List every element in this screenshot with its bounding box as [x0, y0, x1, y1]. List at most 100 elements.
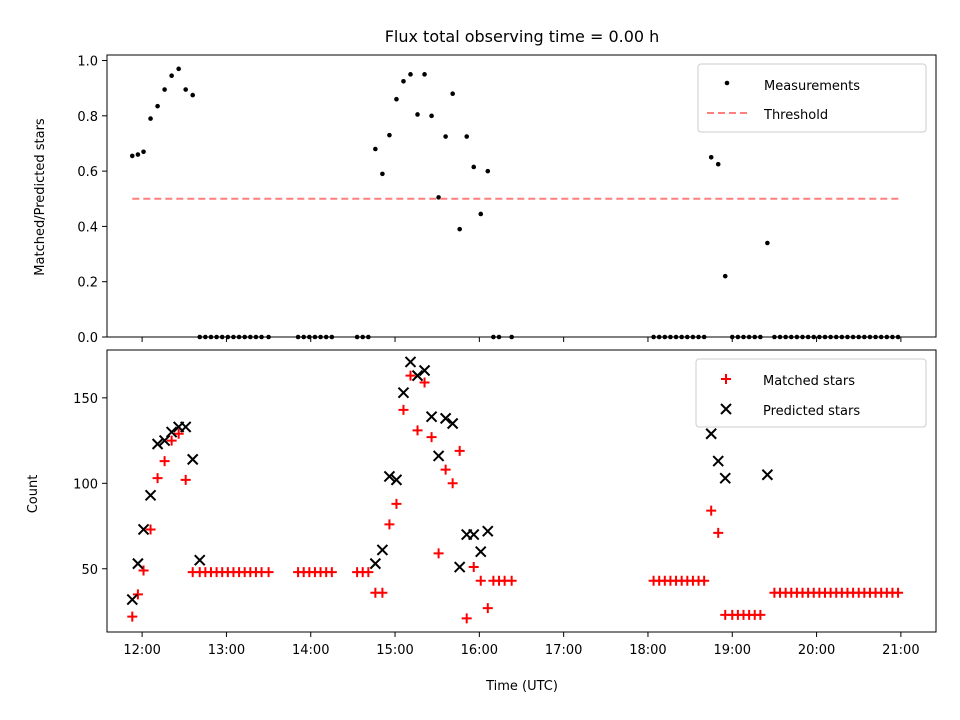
ratio-y-ticks: 0.0 0.2 0.4 0.6 0.8 1.0 [77, 55, 107, 346]
matched-star-point [173, 428, 184, 439]
matched-star-point [180, 474, 191, 485]
y-tick-label: 150 [73, 392, 98, 407]
legend-matched-marker [721, 374, 731, 384]
predicted-star-point [179, 421, 192, 433]
y-tick-label: 0.8 [77, 110, 98, 125]
ratio-plot: 0.0 0.2 0.4 0.6 0.8 1.0 Matched/Predicted sta… [33, 54, 937, 346]
measurement-point [722, 273, 728, 279]
matched-star-point [706, 505, 717, 516]
legend-measurements-label: Measurements [764, 79, 860, 94]
measurement-point [148, 116, 153, 121]
legend-measurements-marker [724, 80, 730, 86]
measurement-point [443, 134, 448, 139]
matched-star-point [433, 548, 444, 559]
ratio-x-ticks [141, 337, 902, 342]
matched-star-point [482, 603, 493, 614]
ratio-plot-frame [106, 54, 937, 338]
measurement-point [408, 72, 413, 77]
measurement-point [471, 164, 477, 170]
predicted-star-point [165, 426, 178, 438]
predicted-star-point [369, 557, 382, 570]
predicted-star-point [475, 545, 487, 558]
measurement-point [765, 240, 770, 246]
y-tick-label: 0.4 [77, 220, 98, 235]
matched-star-point [699, 575, 710, 586]
matched-star-point [398, 404, 409, 415]
y-tick-label: 0.6 [77, 165, 98, 180]
predicted-star-point [376, 544, 389, 556]
x-axis-label: Time (UTC) [485, 679, 558, 694]
measurement-point [162, 87, 167, 92]
count-legend: Matched stars Predicted stars [695, 358, 927, 428]
count-legend-box [695, 358, 927, 428]
predicted-star-point [194, 554, 206, 566]
measurement-point [176, 66, 181, 72]
measurement-point [387, 132, 392, 138]
legend-predicted-marker [720, 403, 732, 415]
matched-star-point [363, 567, 374, 578]
predicted-star-point [761, 469, 774, 481]
measurement-point [422, 72, 427, 77]
matched-star-point [755, 609, 766, 620]
x-tick-label: 19:00 [714, 643, 751, 658]
predicted-star-point [411, 369, 424, 382]
matched-star-point [391, 498, 402, 509]
x-tick-label: 14:00 [292, 643, 329, 658]
y-tick-label: 100 [73, 477, 98, 492]
predicted-star-point [151, 438, 164, 450]
matched-star-point [159, 456, 170, 467]
measurement-point [401, 78, 406, 84]
matched-star-point [468, 562, 479, 573]
predicted-star-point [158, 434, 171, 447]
y-tick-label: 0.0 [77, 331, 98, 346]
chart-title: Flux total observing time = 0.00 h [385, 27, 660, 46]
y-tick-label: 50 [81, 563, 98, 578]
measurement-point [478, 211, 484, 217]
predicted-star-point [132, 557, 144, 570]
legend-predicted-x [720, 403, 732, 415]
predicted-star-point [439, 412, 452, 425]
matched-star-point [447, 478, 458, 489]
x-tick-label: 17:00 [545, 643, 582, 658]
legend-threshold-label: Threshold [763, 108, 828, 123]
predicted-star-point [712, 455, 724, 467]
matched-star-point [454, 445, 465, 456]
matched-star-point [152, 473, 163, 484]
measurement-point [429, 113, 434, 119]
measurement-point [415, 112, 420, 117]
matched-star-point [461, 613, 472, 624]
ratio-legend: Measurements Threshold [697, 63, 927, 133]
predicted-star-point [425, 410, 438, 423]
y-tick-label: 1.0 [77, 55, 98, 70]
x-tick-label: 13:00 [208, 643, 245, 658]
measurement-point [129, 153, 135, 159]
measurement-point [183, 87, 188, 92]
matched-star-point [405, 370, 416, 381]
measurement-point [373, 146, 378, 152]
predicted-star-point [453, 561, 466, 573]
measurement-point [155, 103, 160, 109]
legend-matched-label: Matched stars [763, 374, 855, 389]
matched-star-point [138, 565, 149, 576]
predicted-star-point [468, 528, 480, 541]
predicted-star-point [719, 472, 731, 484]
matched-star-point [506, 575, 517, 586]
x-tick-label: 16:00 [461, 643, 498, 658]
matched-star-point [713, 527, 724, 538]
x-tick-label: 20:00 [798, 643, 835, 658]
measurement-point [450, 91, 455, 97]
matched-star-point [419, 377, 430, 388]
matched-star-point [326, 567, 337, 578]
predicted-star-point [482, 525, 494, 537]
count-y-axis-label: Count [26, 475, 41, 514]
matched-star-point [377, 587, 388, 598]
count-points [126, 356, 904, 624]
measurement-point [485, 168, 491, 174]
y-tick-label: 0.2 [77, 276, 98, 291]
measurement-point [135, 152, 141, 157]
predicted-star-point [705, 428, 717, 440]
predicted-star-point [126, 593, 138, 606]
ratio-legend-box [697, 63, 927, 133]
